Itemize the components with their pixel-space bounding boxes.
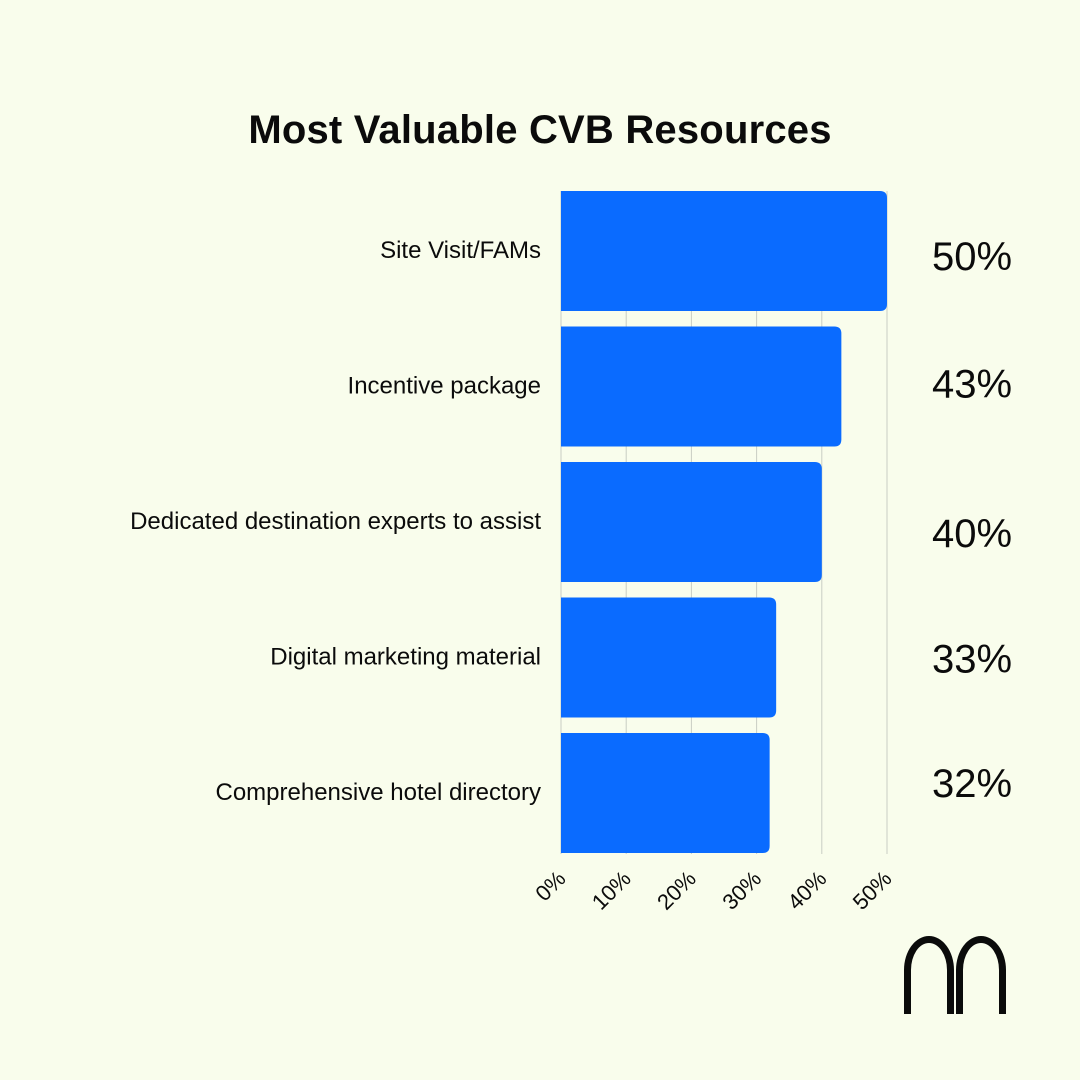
category-label: Dedicated destination experts to assist	[130, 508, 541, 535]
x-tick-label: 30%	[717, 866, 766, 915]
x-tick-label: 40%	[783, 866, 832, 915]
bars	[561, 191, 887, 853]
arch-m-logo-icon	[904, 936, 1006, 1014]
x-tick-label: 20%	[652, 866, 701, 915]
x-tick-label: 50%	[848, 866, 897, 915]
category-label: Digital marketing material	[270, 644, 541, 671]
x-tick-label: 0%	[530, 866, 570, 906]
category-labels: Site Visit/FAMs Incentive package Dedicate…	[130, 237, 541, 806]
bar	[561, 326, 842, 447]
category-label: Incentive package	[348, 373, 541, 400]
category-label: Site Visit/FAMs	[380, 237, 541, 264]
x-axis-ticks: 0% 10% 20% 30% 40% 50%	[530, 866, 896, 915]
value-label: 43%	[932, 363, 1012, 407]
category-label: Comprehensive hotel directory	[216, 779, 542, 806]
bar	[561, 733, 770, 853]
bar	[561, 597, 777, 718]
value-label: 40%	[932, 512, 1012, 556]
bar	[561, 462, 822, 582]
bar	[561, 191, 887, 311]
value-label: 32%	[932, 762, 1012, 806]
value-label: 50%	[932, 235, 1012, 279]
chart-title: Most Valuable CVB Resources	[248, 108, 832, 152]
x-tick-label: 10%	[587, 866, 636, 915]
value-labels: 50% 43% 40% 33% 32%	[932, 235, 1012, 806]
value-label: 33%	[932, 638, 1012, 682]
